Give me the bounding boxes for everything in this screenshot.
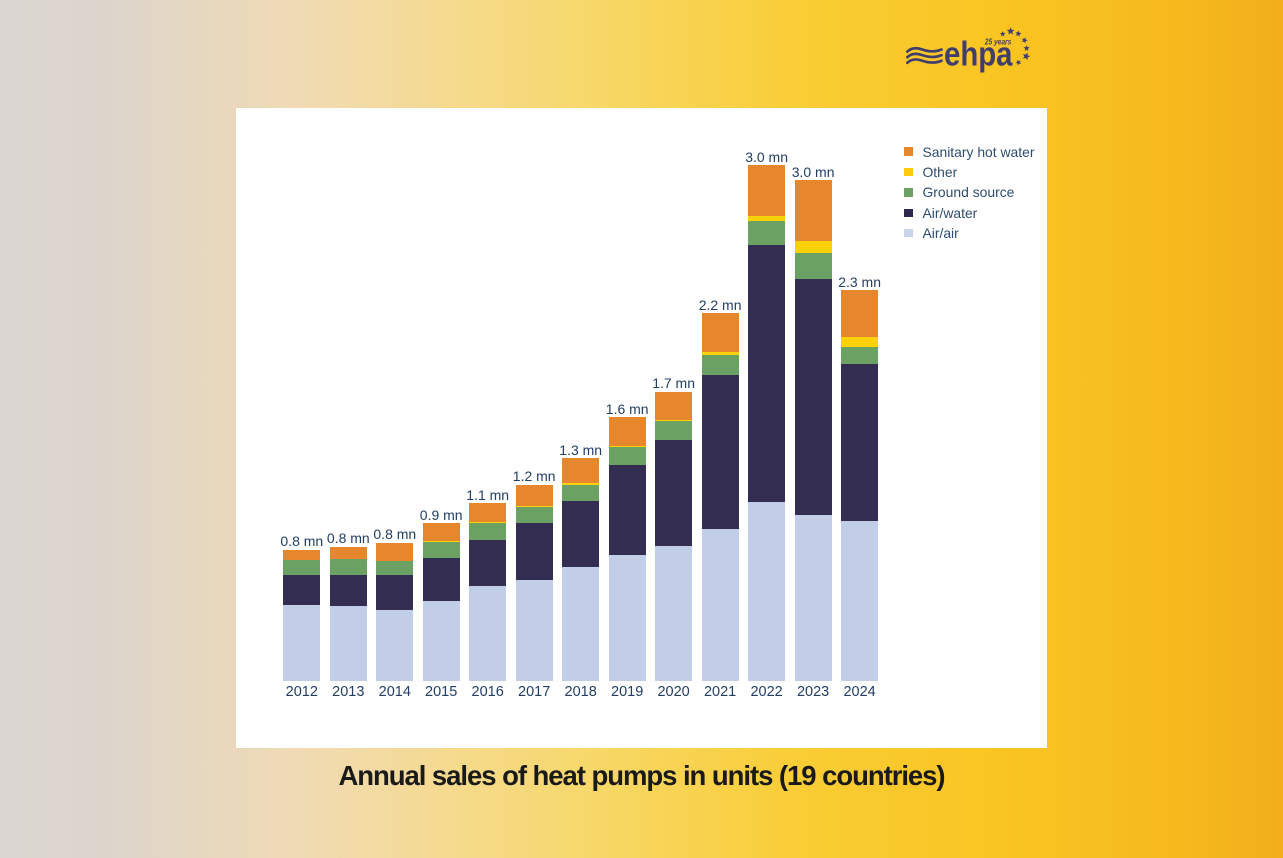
svg-text:ehpa: ehpa [944,36,1013,74]
svg-text:25 years: 25 years [984,37,1012,46]
